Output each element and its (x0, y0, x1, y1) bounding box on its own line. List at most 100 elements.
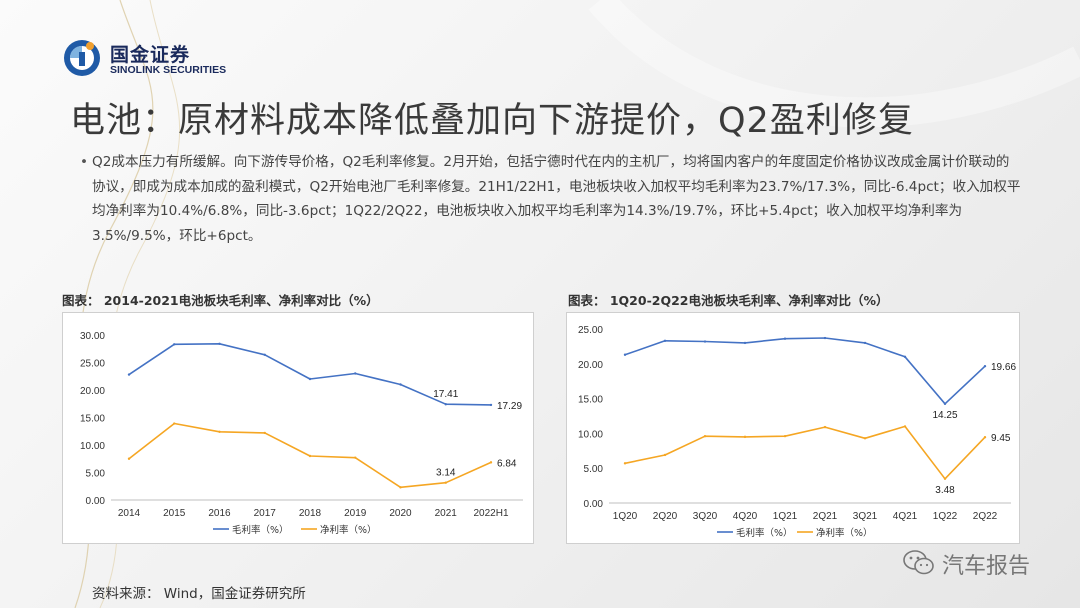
x-tick-label: 2Q21 (813, 511, 838, 522)
data-point (823, 425, 827, 429)
data-point (943, 477, 947, 480)
data-point (444, 403, 447, 406)
summary-paragraph: • Q2成本压力有所缓解。向下游传导价格，Q2毛利率修复。2月开始，包括宁德时代… (80, 150, 1022, 248)
legend-label: 净利率（%） (320, 524, 377, 536)
data-point (863, 341, 867, 345)
x-tick-label: 2016 (208, 508, 231, 519)
right-chart-svg: 0.00 5.00 10.00 15.00 20.00 25.00 1Q20 2Q20 3Q20… (578, 325, 1016, 539)
y-tick-label: 20.00 (80, 386, 105, 397)
data-label: 9.45 (991, 433, 1011, 444)
x-tick-label: 3Q21 (853, 511, 878, 522)
x-tick-label: 3Q20 (693, 511, 718, 522)
legend-label: 净利率（%） (816, 527, 873, 539)
data-point (703, 434, 707, 438)
data-point (983, 364, 987, 368)
data-point (308, 454, 312, 458)
x-tick-label: 2019 (344, 508, 367, 519)
watermark-text: 汽车报告 (942, 554, 1031, 579)
data-point (354, 372, 357, 375)
data-point (943, 402, 947, 406)
wechat-icon (903, 550, 934, 575)
data-label: 14.25 (932, 410, 957, 421)
data-point (983, 436, 987, 439)
x-tick-label: 2017 (254, 508, 277, 519)
data-point (127, 457, 131, 460)
data-point (354, 456, 357, 459)
data-point (127, 373, 131, 376)
company-logo: 国金证券 SINOLINK SECURITIES (62, 38, 252, 82)
watermark: 汽车报告 (902, 546, 1062, 580)
logo-chinese-name: 国金证券 (110, 44, 191, 66)
data-point (173, 343, 176, 346)
y-tick-label: 25.00 (578, 325, 603, 336)
page-title: 电池：原材料成本降低叠加向下游提价，Q2盈利修复 (70, 101, 914, 141)
logo-english-name: SINOLINK SECURITIES (110, 64, 227, 76)
data-point (489, 461, 493, 464)
data-point (703, 340, 707, 343)
x-tick-label: 1Q22 (933, 511, 958, 522)
x-tick-label: 2018 (299, 508, 322, 519)
data-point (218, 342, 221, 345)
series-line-gross-margin (624, 337, 986, 405)
legend-label: 毛利率（%） (232, 524, 289, 536)
left-chart: 0.00 5.00 10.00 15.00 20.00 25.00 30.00 2014 201… (62, 312, 534, 544)
data-point (218, 430, 221, 433)
x-tick-label: 1Q20 (613, 511, 638, 522)
data-point (863, 437, 867, 440)
x-tick-label: 2Q22 (973, 511, 998, 522)
y-tick-label: 30.00 (80, 331, 105, 342)
y-tick-label: 10.00 (578, 429, 603, 440)
y-tick-label: 15.00 (80, 414, 105, 425)
right-chart-caption: 图表： 1Q20-2Q22电池板块毛利率、净利率对比（%） (568, 293, 889, 308)
data-point (308, 377, 312, 381)
data-point (663, 339, 667, 343)
summary-text: Q2成本压力有所缓解。向下游传导价格，Q2毛利率修复。2月开始，包括宁德时代在内… (92, 154, 1021, 244)
data-point (743, 435, 747, 439)
series-line-net-margin (624, 425, 986, 480)
x-tick-label: 4Q20 (733, 511, 758, 522)
data-point (663, 453, 667, 457)
data-point (903, 355, 907, 359)
data-label: 17.41 (433, 389, 458, 400)
right-chart: 0.00 5.00 10.00 15.00 20.00 25.00 1Q20 2Q20 3Q20… (566, 312, 1020, 544)
data-label: 3.48 (935, 485, 955, 496)
bullet-marker: • (80, 154, 89, 170)
data-point (444, 481, 447, 484)
left-chart-caption: 图表： 2014-2021电池板块毛利率、净利率对比（%） (62, 293, 379, 308)
data-label: 19.66 (991, 362, 1016, 373)
data-point (173, 422, 176, 425)
source-note: 资料来源： Wind，国金证券研究所 (92, 586, 306, 602)
y-tick-label: 5.00 (86, 469, 106, 480)
legend-label: 毛利率（%） (736, 527, 793, 539)
x-tick-label: 2015 (163, 508, 186, 519)
y-tick-label: 10.00 (80, 441, 105, 452)
data-point (783, 434, 787, 438)
x-tick-label: 1Q21 (773, 511, 798, 522)
x-tick-label: 2021 (435, 508, 458, 519)
data-label: 6.84 (497, 458, 517, 469)
y-tick-label: 0.00 (86, 496, 106, 507)
x-tick-label: 2Q20 (653, 511, 678, 522)
x-tick-label: 2022H1 (473, 508, 508, 519)
left-chart-svg: 0.00 5.00 10.00 15.00 20.00 25.00 30.00 2014 201… (80, 331, 523, 536)
x-tick-label: 2014 (118, 508, 141, 519)
data-point (399, 383, 402, 386)
y-tick-label: 15.00 (578, 395, 603, 406)
data-point (903, 425, 907, 428)
data-point (743, 341, 747, 345)
data-point (783, 337, 787, 340)
y-tick-label: 0.00 (584, 499, 604, 510)
data-label: 3.14 (436, 468, 456, 479)
x-tick-label: 2020 (389, 508, 412, 519)
data-point (263, 431, 266, 435)
sinolink-logo-icon (64, 40, 100, 76)
x-tick-label: 4Q21 (893, 511, 918, 522)
data-point (623, 462, 627, 465)
y-tick-label: 25.00 (80, 359, 105, 370)
data-point (489, 403, 493, 407)
data-point (823, 336, 827, 340)
data-label: 17.29 (497, 401, 522, 412)
y-tick-label: 5.00 (584, 464, 604, 475)
data-point (263, 353, 266, 356)
data-point (623, 353, 627, 356)
